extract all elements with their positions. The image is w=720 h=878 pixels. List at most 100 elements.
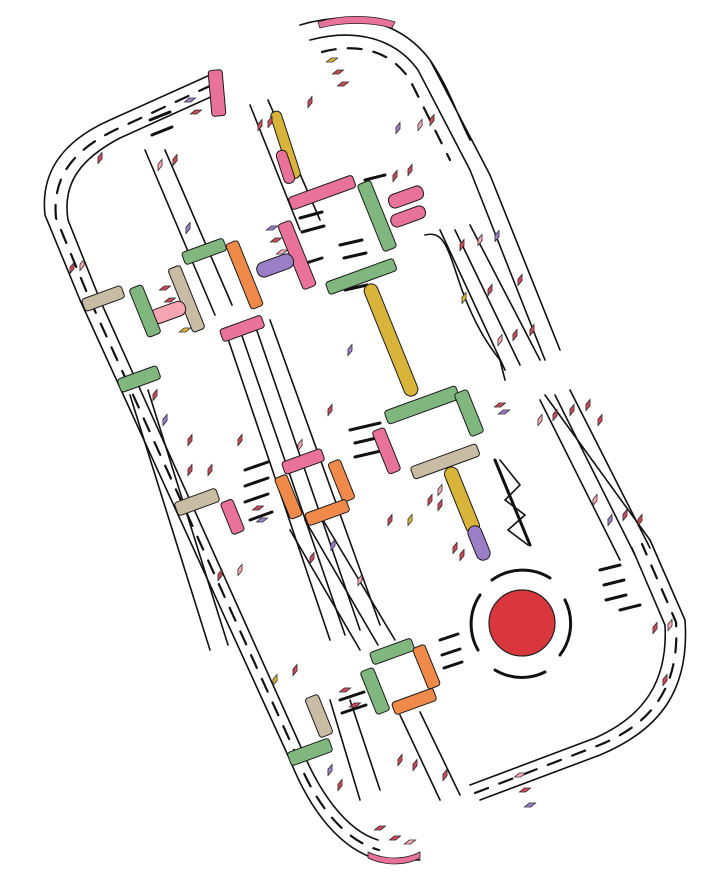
vehicle-icon [309,551,315,565]
vehicle-icon [452,541,458,555]
bottom-right-corner-inner [469,547,667,786]
intersection-signal-icon [304,499,350,526]
intersection-signal-icon [391,688,437,715]
vehicle-icon [662,673,668,687]
vehicle-icon [395,121,401,135]
vehicle-icon [251,505,265,511]
vehicle-icon [513,772,527,778]
corridor-6 [439,229,506,371]
intersection-signal-icon [367,851,421,865]
intersection-signal-icon [256,253,295,278]
vehicle-icon [163,297,177,303]
vehicle-icon [347,343,353,357]
vehicle-icon [427,493,433,507]
vehicle-icon [403,839,417,845]
vehicle-icon [217,568,223,582]
intersection-signal-icon [117,365,161,393]
intersection-signal-icon [174,488,220,516]
bottom-right-lane-dash [473,542,678,795]
intersection-signal-icon [220,499,245,535]
roundabout [469,568,573,679]
corridor-3d [269,319,381,626]
vehicle-icon [189,109,203,115]
vehicle-icon [79,258,85,272]
vehicle-icon [407,513,413,527]
vehicle-icon [387,513,393,527]
vehicle-icon [537,413,543,427]
upper-left-lane-dash [54,83,214,302]
vehicle-icon [592,493,598,507]
vehicle-icon [97,151,103,165]
vehicle-icon [622,508,628,522]
vehicle-icon [417,118,423,132]
outer-road-lane-dash [320,47,452,162]
intersection-signal-icon [327,459,355,503]
vehicles [69,57,673,845]
corridor-3b [239,329,346,636]
vehicle-icon [461,291,467,305]
vehicle-icon [392,169,398,183]
vehicle-icon [437,498,443,512]
bottom-right-corner [479,539,687,801]
vehicle-icon [297,438,303,452]
vehicle-icon [272,673,278,687]
intersection-signal-icon [410,443,480,480]
intersection-signal-icon [288,175,356,210]
upper-left-corner-inner [66,94,216,301]
vehicle-icon [257,118,263,132]
vehicle-icon [597,413,603,427]
vehicle-icon [269,237,283,243]
vehicle-icon [497,333,503,347]
corridor-4 [129,394,211,651]
corridor-1b [164,149,233,306]
vehicle-icon [357,573,363,587]
roundabout-ring-4 [469,593,482,652]
vehicle-icon [442,768,448,782]
vehicle-icon [178,327,192,333]
corridor-3c [254,324,361,631]
intersection-signal-icon [281,448,325,475]
vehicle-icon [237,433,243,447]
vehicle-icon [397,753,403,767]
intersection-signal-icon [387,185,425,209]
vehicle-icon [325,57,339,63]
vehicle-icon [338,687,352,693]
vehicle-icon [331,69,345,75]
upper-left-corner [43,74,211,301]
vehicle-icon [494,229,500,243]
vehicle-icon [552,408,558,422]
vehicle-icon [569,403,575,417]
roundabout-ring-2 [558,598,573,657]
vehicle-icon [327,403,333,417]
curb-boundary [424,233,506,381]
vehicle-icon [162,413,168,427]
intersection-signal-icon [372,427,401,475]
intersection-signal-icon [207,69,227,117]
vehicle-icon [487,283,493,297]
corridor-8d [419,711,461,796]
road-network [43,17,687,861]
corridor-6c [469,224,541,361]
corridor-8c [399,714,441,801]
vehicle-icon [348,702,362,708]
vehicle-icon [407,163,413,177]
vehicle-icon [152,388,158,402]
vehicle-icon [187,433,193,447]
vehicle-icon [477,233,483,247]
vehicle-icon [523,802,537,808]
intersection-signal-icon [225,240,264,310]
roundabout-ring-1 [490,568,552,582]
vehicle-icon [267,115,273,129]
vehicle-icon [187,463,193,477]
roundabout-ring-3 [493,668,547,679]
intersection-signal-icon [287,738,333,766]
vehicle-icon [429,113,435,127]
intersection-signal-icon [274,474,303,520]
corridor-5c [319,514,396,641]
vehicle-icon [327,763,333,777]
vehicle-icon [265,225,279,231]
vehicle-icon [185,221,191,235]
vehicle-icon [255,517,269,523]
vehicle-icon [412,758,418,772]
vehicle-icon [607,513,613,527]
